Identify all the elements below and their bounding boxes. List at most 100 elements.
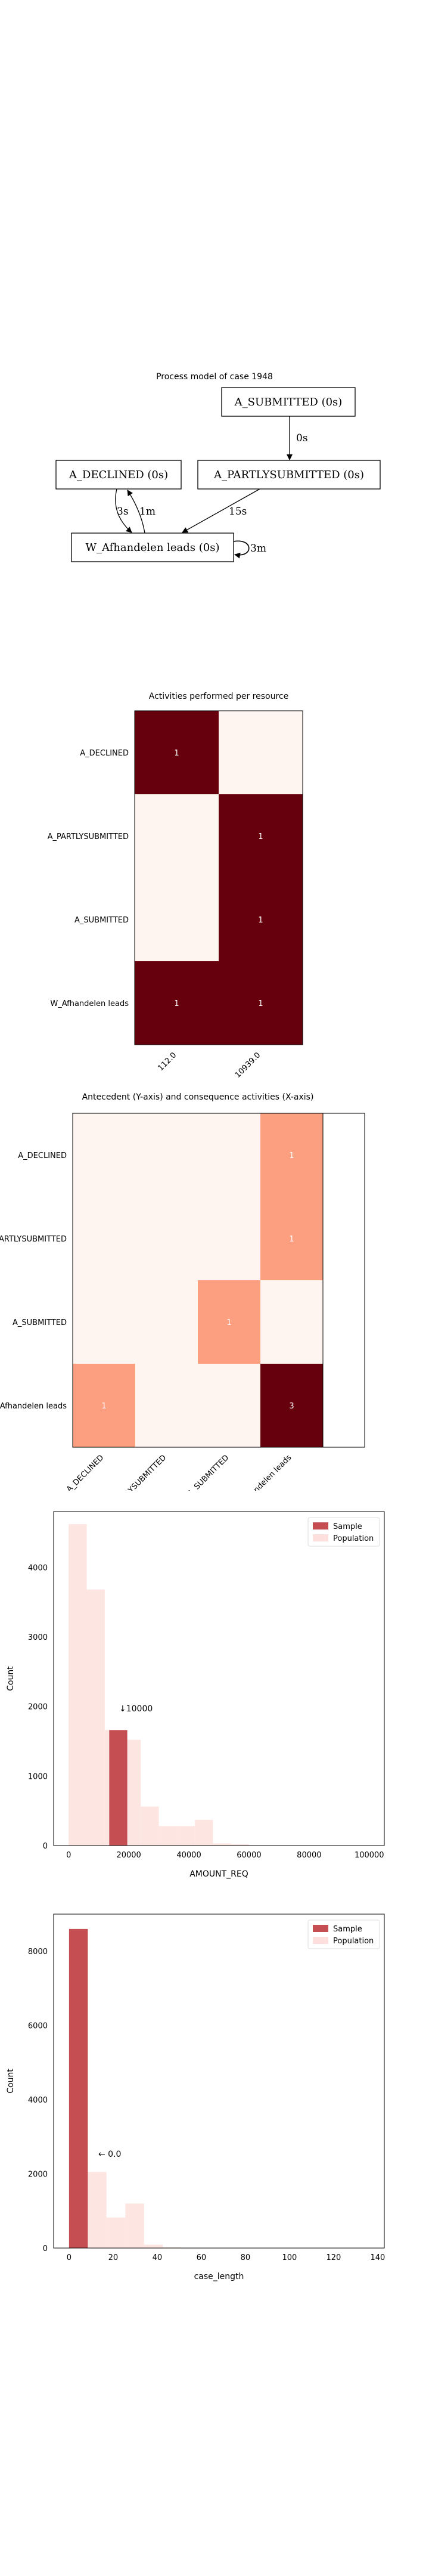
- heatmap-cell: [198, 1197, 261, 1281]
- heatmap-cell: [219, 711, 303, 795]
- x-tick-label: 100: [282, 2253, 297, 2262]
- heatmap-outer-frame: [72, 1113, 365, 1448]
- heatmap-title: Antecedent (Y-axis) and consequence acti…: [82, 1092, 314, 1102]
- population-bar: [141, 1806, 159, 1846]
- y-tick-label: 3000: [28, 1633, 48, 1642]
- x-tick-label: 0: [67, 2253, 72, 2262]
- x-tick-label: 40000: [176, 1851, 201, 1860]
- x-tick-label: 40: [153, 2253, 163, 2262]
- y-tick-label: A_DECLINED: [80, 749, 129, 758]
- legend-swatch-population: [313, 1937, 328, 1944]
- heatmap-cell: [219, 961, 303, 1045]
- heatmap-frame: [134, 710, 303, 1045]
- edge-label-3s: 3s: [117, 506, 129, 518]
- y-tick-label: A_DECLINED: [18, 1151, 67, 1160]
- heatmap-cell: [135, 1197, 198, 1281]
- population-bar: [125, 2203, 144, 2248]
- y-tick-label: 4000: [28, 1563, 48, 1572]
- y-tick-label: 0: [43, 1842, 48, 1851]
- legend-label-sample: Sample: [333, 1522, 362, 1531]
- heatmap-cell: [135, 1280, 198, 1364]
- node-a-submitted: [221, 387, 356, 417]
- edge-declined-leads: [115, 488, 132, 533]
- heatmap-cell: [135, 961, 219, 1045]
- y-tick-label: 8000: [28, 1948, 48, 1956]
- population-bar: [213, 1843, 231, 1846]
- node-a-partlysubmitted-label: A_PARTLYSUBMITTED (0s): [213, 469, 364, 481]
- population-bar: [231, 1844, 249, 1846]
- heatmap-cell-value: 1: [258, 999, 263, 1008]
- x-tick-label: W_Afhandelen leads: [232, 1453, 294, 1491]
- heatmap-cell-value: 3: [289, 1402, 294, 1411]
- heatmap-cell: [260, 1197, 324, 1281]
- node-w-afhandelen-leads: [71, 532, 234, 562]
- plot-frame: [53, 1511, 385, 1846]
- population-bar: [144, 2244, 163, 2248]
- population-bar: [69, 1524, 87, 1846]
- y-tick-label: 2000: [28, 1703, 48, 1712]
- population-bar: [176, 1826, 195, 1846]
- x-tick-label: A_SUBMITTED: [186, 1453, 231, 1491]
- heatmap-cell: [135, 878, 219, 962]
- diagram-title: Process model of case 1948: [156, 372, 273, 382]
- population-bar: [86, 1589, 105, 1846]
- heatmap-cell: [135, 794, 219, 878]
- y-tick-label: A_PARTLYSUBMITTED: [0, 1235, 67, 1244]
- amount-req-histogram: 0 20000 40000 60000 80000 100000 0 1000 2000 3000…: [6, 1511, 385, 1879]
- heatmap-cell-value: 1: [226, 1318, 231, 1327]
- heatmap-cell: [135, 1364, 198, 1448]
- y-tick-label: 4000: [28, 2096, 48, 2105]
- sample-bar: [69, 1928, 88, 2248]
- legend-label-sample: Sample: [333, 1925, 362, 1934]
- edge-label-0s: 0s: [296, 432, 308, 444]
- antecedent-heatmap: Antecedent (Y-axis) and consequence acti…: [0, 1092, 365, 1491]
- legend-label-population: Population: [333, 1534, 374, 1543]
- x-tick-label: 20: [108, 2253, 119, 2262]
- heatmap-cell: [198, 1364, 261, 1448]
- legend-swatch-sample: [313, 1522, 328, 1530]
- node-a-submitted-label: A_SUBMITTED (0s): [234, 396, 343, 408]
- annotation: ↓10000: [119, 1704, 153, 1714]
- population-bar: [158, 1826, 177, 1846]
- heatmap-cell-value: 1: [258, 916, 263, 925]
- x-tick-label: 80000: [297, 1851, 321, 1860]
- node-a-declined: [55, 460, 182, 490]
- heatmap-cell: [198, 1280, 261, 1364]
- x-tick-label: 80: [241, 2253, 251, 2262]
- process-model-diagram: Process model of case 1948 A_SUBMITTED (…: [55, 372, 381, 562]
- heatmap-cell-value: 1: [174, 749, 179, 758]
- x-tick-label: 10939.0: [234, 1051, 263, 1079]
- edge-label-15s: 15s: [229, 506, 247, 518]
- annotation: ← 0.0: [98, 2150, 121, 2159]
- x-tick-label: 100000: [355, 1851, 384, 1860]
- x-tick-label: A_PARTLYSUBMITTED: [104, 1453, 168, 1491]
- y-tick-label: A_SUBMITTED: [13, 1318, 67, 1327]
- population-bar: [163, 2247, 182, 2248]
- heatmap-cell: [73, 1364, 136, 1448]
- sample-bar: [109, 1730, 128, 1846]
- heatmap-cell: [135, 711, 219, 795]
- node-w-afhandelen-leads-label: W_Afhandelen leads (0s): [85, 541, 219, 554]
- x-tick-label: A_DECLINED: [65, 1453, 105, 1491]
- heatmap-cell: [198, 1113, 261, 1197]
- legend-swatch-sample: [313, 1925, 328, 1932]
- heatmap-cell-value: 1: [258, 832, 263, 841]
- population-bar: [106, 2217, 126, 2248]
- heatmap-cell: [219, 794, 303, 878]
- heatmap-title: Activities performed per resource: [149, 692, 288, 701]
- x-axis-label: AMOUNT_REQ: [189, 1869, 248, 1879]
- edge-label-1m: 1m: [139, 506, 156, 518]
- y-tick-label: A_SUBMITTED: [74, 916, 129, 925]
- heatmap-cell-value: 1: [289, 1235, 294, 1244]
- legend-swatch-population: [313, 1534, 328, 1541]
- case-length-histogram: 0 20 40 60 80 100 120 140 0 2000 4000 6000 8000 case_…: [6, 1914, 385, 2281]
- heatmap-cell: [73, 1197, 136, 1281]
- population-bar: [195, 1819, 213, 1846]
- edge-label-3m: 3m: [250, 543, 266, 555]
- heatmap-cell: [260, 1113, 324, 1197]
- heatmap-cell-value: 1: [101, 1402, 106, 1411]
- x-axis-label: case_length: [194, 2272, 244, 2281]
- x-tick-label: 60: [197, 2253, 207, 2262]
- y-tick-label: 2000: [28, 2171, 48, 2179]
- heatmap-cell-value: 1: [174, 999, 179, 1008]
